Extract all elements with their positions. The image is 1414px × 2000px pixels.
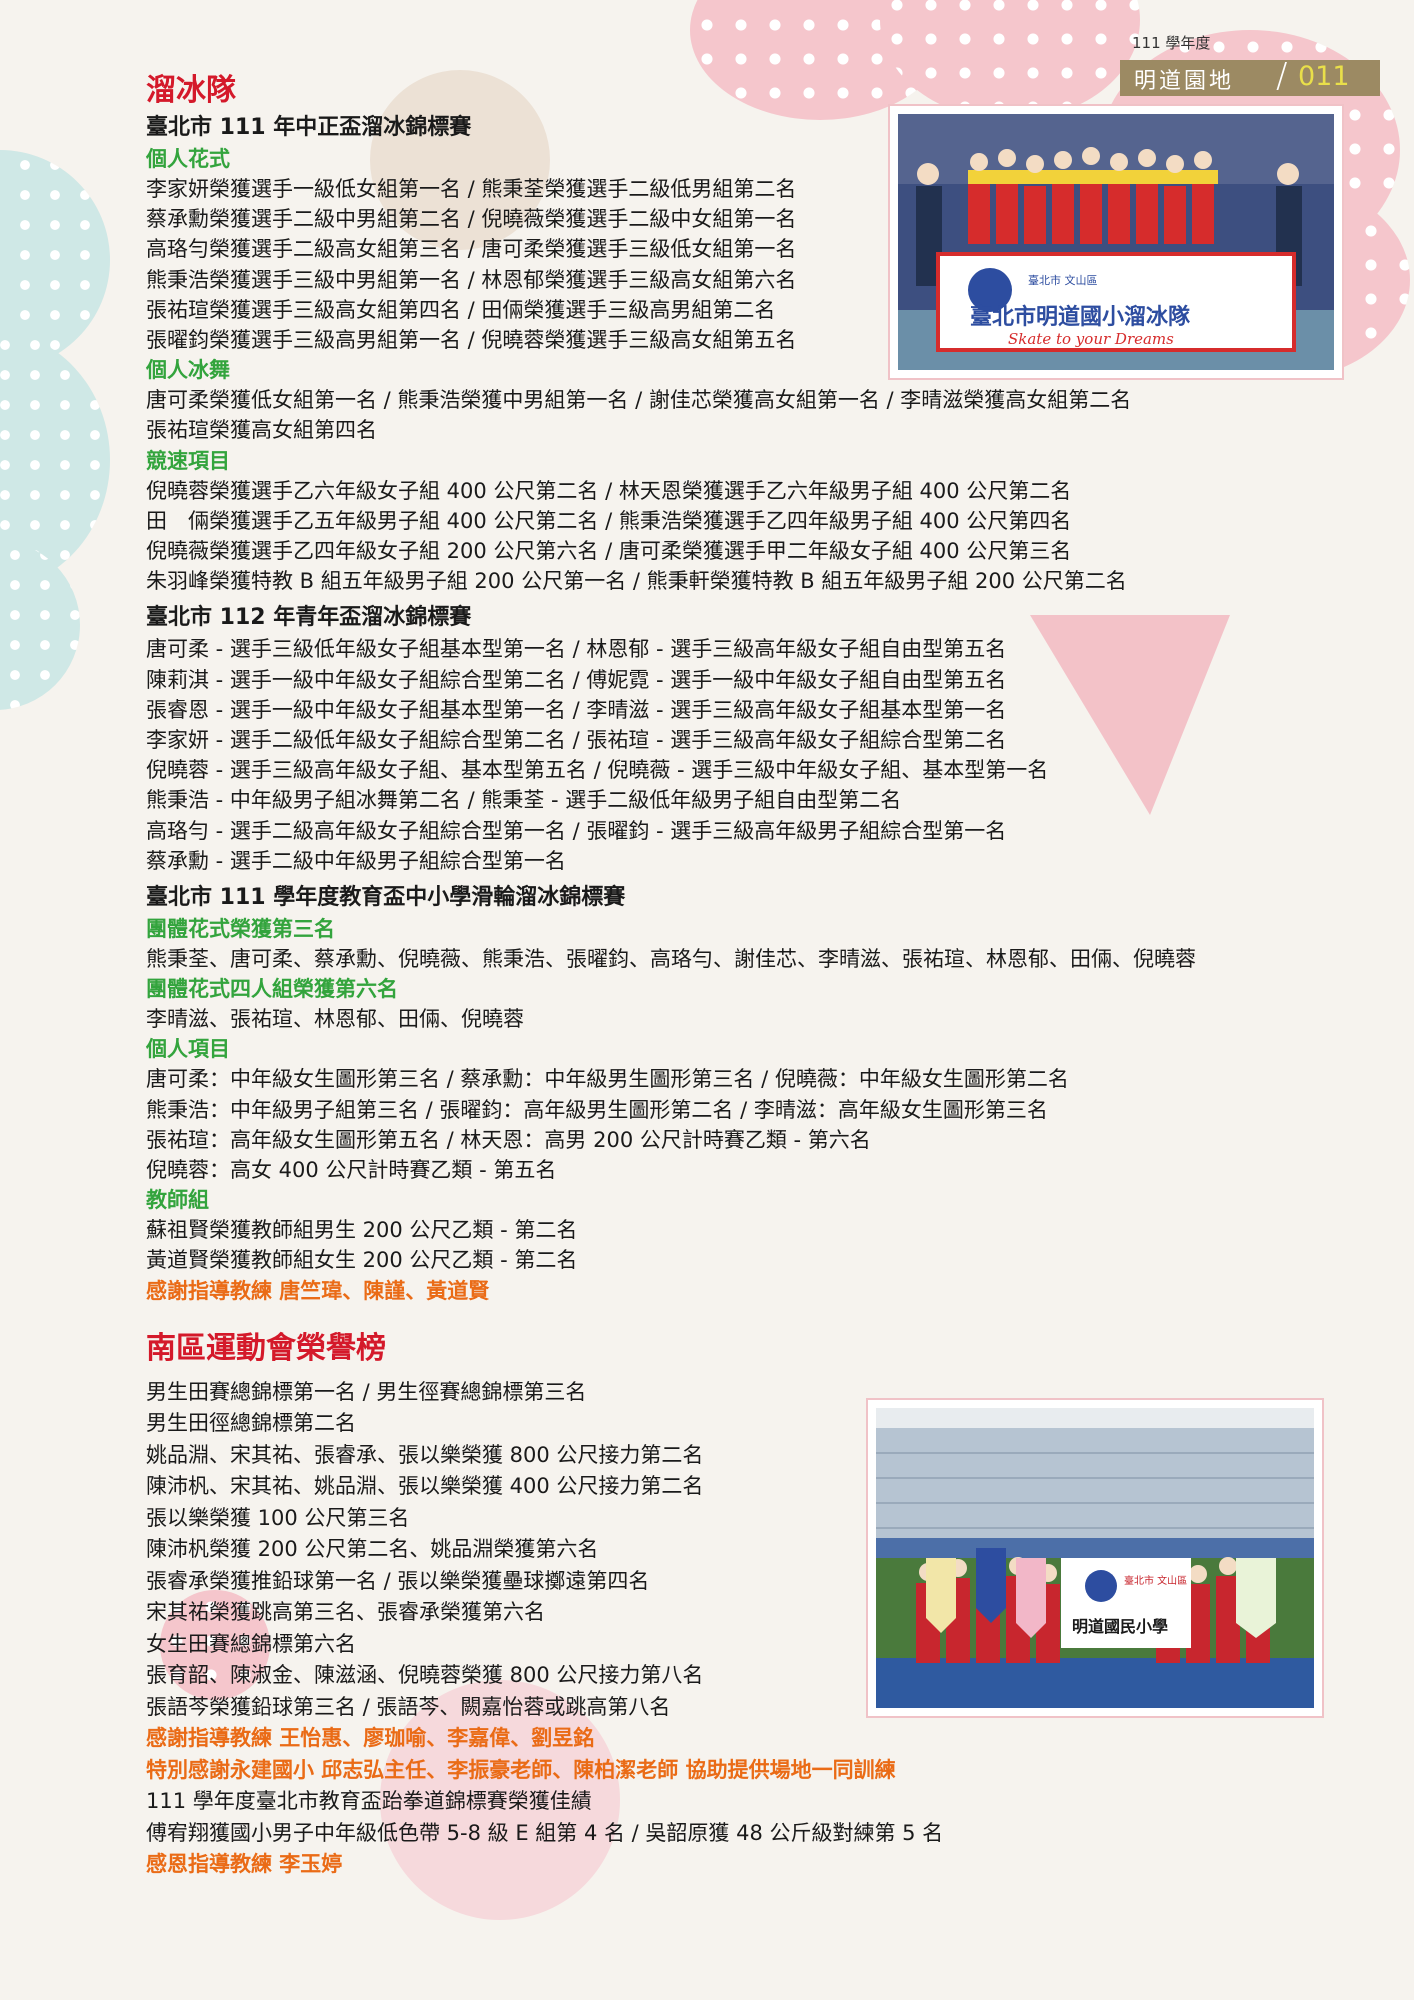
result-line: 蔡承勳榮獲選手二級中男組第二名 / 倪曉薇榮獲選手二級中女組第一名 bbox=[146, 207, 797, 232]
result-line: 倪曉蓉：高女 400 公尺計時賽乙類 - 第五名 bbox=[146, 1158, 557, 1183]
skating-team-photo: 臺北市 文山區 臺北市明道國小溜冰隊 Skate to your Dreams bbox=[890, 106, 1342, 378]
result-line: 張以樂榮獲 100 公尺第三名 bbox=[146, 1505, 410, 1530]
result-line: 111 學年度臺北市教育盃跆拳道錦標賽榮獲佳績 bbox=[146, 1789, 592, 1814]
result-line: 李家妍 - 選手二級低年級女子組綜合型第二名 / 張祐瑄 - 選手三級高年級女子… bbox=[146, 728, 1007, 753]
photo2-flag-text: 臺北市 文山區 bbox=[1124, 1574, 1187, 1587]
result-line: 倪曉蓉榮獲選手乙六年級女子組 400 公尺第二名 / 林天恩榮獲選手乙六年級男子… bbox=[146, 478, 1072, 503]
photo1-banner-sub: Skate to your Dreams bbox=[1008, 330, 1174, 348]
result-line: 張睿承榮獲推鉛球第一名 / 張以樂榮獲壘球擲遠第四名 bbox=[146, 1568, 650, 1593]
result-line: 宋其祐榮獲跳高第三名、張睿承榮獲第六名 bbox=[146, 1600, 545, 1625]
result-line: 陳沛杋、宋其祐、姚品淵、張以樂榮獲 400 公尺接力第二名 bbox=[146, 1474, 704, 1499]
event-title: 臺北市 111 年中正盃溜冰錦標賽 bbox=[146, 115, 472, 140]
group-label: 個人冰舞 bbox=[146, 358, 230, 383]
result-line: 陳沛杋榮獲 200 公尺第二名、姚品淵榮獲第六名 bbox=[146, 1537, 599, 1562]
thanks-line: 特別感謝永建國小 邱志弘主任、李振豪老師、陳柏潔老師 協助提供場地一同訓練 bbox=[146, 1757, 896, 1782]
result-line: 張祐瑄：高年級女生圖形第五名 / 林天恩：高男 200 公尺計時賽乙類 - 第六… bbox=[146, 1127, 871, 1152]
result-line: 男生田賽總錦標第一名 / 男生徑賽總錦標第三名 bbox=[146, 1379, 587, 1404]
thanks-line: 感謝指導教練 王怡惠、廖珈喻、李嘉偉、劉昱銘 bbox=[146, 1726, 595, 1751]
result-line: 張祐瑄榮獲選手三級高女組第四名 / 田倆榮獲選手三級高男組第二名 bbox=[146, 297, 776, 322]
result-line: 高珞勻 - 選手二級高年級女子組綜合型第一名 / 張曜鈞 - 選手三級高年級男子… bbox=[146, 818, 1007, 843]
photo1-banner-main: 臺北市明道國小溜冰隊 bbox=[970, 304, 1191, 330]
result-line: 傅宥翔獲國小男子中年級低色帶 5-8 級 E 組第 4 名 / 吳韶原獲 48 … bbox=[146, 1820, 944, 1845]
result-line: 張祐瑄榮獲高女組第四名 bbox=[146, 418, 377, 443]
photo2-banner: 明道國民小學 bbox=[1072, 1617, 1168, 1636]
event-block: 臺北市 112 年青年盃溜冰錦標賽唐可柔 - 選手三級低年級女子組基本型第一名 … bbox=[146, 602, 1346, 876]
result-line: 朱羽峰榮獲特教 B 組五年級男子組 200 公尺第一名 / 熊秉軒榮獲特教 B … bbox=[146, 569, 1127, 594]
result-line: 熊秉浩：中年級男子組第三名 / 張曜鈞：高年級男生圖形第二名 / 李晴滋：高年級… bbox=[146, 1097, 1048, 1122]
result-line: 唐可柔榮獲低女組第一名 / 熊秉浩榮獲中男組第一名 / 謝佳芯榮獲高女組第一名 … bbox=[146, 388, 1132, 413]
result-line: 田 倆榮獲選手乙五年級男子組 400 公尺第二名 / 熊秉浩榮獲選手乙四年級男子… bbox=[146, 508, 1072, 533]
result-line: 唐可柔：中年級女生圖形第三名 / 蔡承勳：中年級男生圖形第三名 / 倪曉薇：中年… bbox=[146, 1067, 1069, 1092]
thanks-line: 感恩指導教練 李玉婷 bbox=[146, 1852, 343, 1877]
group-label: 競速項目 bbox=[146, 448, 230, 473]
result-line: 李家妍榮獲選手一級低女組第一名 / 熊秉荃榮獲選手二級低男組第二名 bbox=[146, 177, 797, 201]
event-title: 臺北市 112 年青年盃溜冰錦標賽 bbox=[146, 605, 472, 631]
header-name: 明道園地 bbox=[1134, 69, 1235, 94]
group-label: 團體花式榮獲第三名 bbox=[146, 917, 335, 942]
event-block: 臺北市 111 學年度教育盃中小學滑輪溜冰錦標賽 團體花式榮獲第三名熊秉荃、唐可柔… bbox=[146, 882, 1346, 1276]
result-line: 張育韶、陳淑金、陳滋涵、倪曉蓉榮獲 800 公尺接力第八名 bbox=[146, 1663, 704, 1688]
page-number: 011 bbox=[1298, 61, 1350, 92]
section-title: 溜冰隊 bbox=[146, 73, 236, 108]
photo1-flag-text: 臺北市 文山區 bbox=[1028, 273, 1098, 287]
group-label: 個人花式 bbox=[146, 147, 230, 171]
event-title: 臺北市 111 學年度教育盃中小學滑輪溜冰錦標賽 bbox=[146, 885, 626, 911]
thanks-line: 感謝指導教練 唐竺瑋、陳謹、黃道賢 bbox=[146, 1278, 490, 1303]
result-line: 張語芩榮獲鉛球第三名 / 張語芩、闕嘉怡蓉或跳高第八名 bbox=[146, 1694, 671, 1719]
result-line: 姚品淵、宋其祐、張睿承、張以樂榮獲 800 公尺接力第二名 bbox=[146, 1442, 704, 1467]
result-line: 張睿恩 - 選手一級中年級女子組基本型第一名 / 李晴滋 - 選手三級高年級女子… bbox=[146, 697, 1007, 722]
result-line: 高珞勻榮獲選手二級高女組第三名 / 唐可柔榮獲選手三級低女組第一名 bbox=[146, 237, 797, 262]
result-line: 熊秉荃、唐可柔、蔡承勳、倪曉薇、熊秉浩、張曜鈞、高珞勻、謝佳芯、李晴滋、張祐瑄、… bbox=[146, 947, 1196, 972]
decor-teal-dots bbox=[0, 540, 80, 710]
result-line: 男生田徑總錦標第二名 bbox=[146, 1411, 356, 1436]
group-label: 教師組 bbox=[146, 1188, 209, 1213]
skating-events: 臺北市 111 年中正盃溜冰錦標賽 個人花式李家妍榮獲選手一級低女組第一名 / 熊… bbox=[146, 112, 1346, 1276]
decor-pink-dots bbox=[160, 1590, 270, 1700]
page-header: 111 學年度 明道園地 / 011 bbox=[1120, 30, 1390, 100]
header-band bbox=[1120, 60, 1380, 96]
result-line: 唐可柔 - 選手三級低年級女子組基本型第一名 / 林恩郁 - 選手三級高年級女子… bbox=[146, 637, 1007, 662]
result-line: 倪曉薇榮獲選手乙四年級女子組 200 公尺第六名 / 唐可柔榮獲選手甲二年級女子… bbox=[146, 539, 1072, 564]
event-block: 臺北市 111 年中正盃溜冰錦標賽 個人花式李家妍榮獲選手一級低女組第一名 / 熊… bbox=[146, 112, 1346, 596]
header-divider: / bbox=[1276, 56, 1288, 96]
south-sports-photo: 臺北市 文山區 明道國民小學 bbox=[868, 1400, 1322, 1716]
result-line: 李晴滋、張祐瑄、林恩郁、田倆、倪曉蓉 bbox=[146, 1007, 524, 1032]
page-content: 溜冰隊 臺北市 111 年中正盃溜冰錦標賽 個人花式李家妍榮獲選手一級低女組第一名… bbox=[146, 70, 1346, 1881]
group-label: 個人項目 bbox=[146, 1037, 230, 1062]
result-line: 張曜鈞榮獲選手三級高男組第一名 / 倪曉蓉榮獲選手三級高女組第五名 bbox=[146, 328, 797, 353]
result-line: 蔡承勳 - 選手二級中年級男子組綜合型第一名 bbox=[146, 848, 566, 873]
group-label: 團體花式四人組榮獲第六名 bbox=[146, 977, 398, 1002]
south-blocks: 男生田賽總錦標第一名 / 男生徑賽總錦標第三名 男生田徑總錦標第二名姚品淵、宋其祐… bbox=[146, 1377, 1346, 1881]
decor-circle bbox=[370, 70, 550, 250]
result-line: 蘇祖賢榮獲教師組男生 200 公尺乙類 - 第二名 bbox=[146, 1218, 578, 1243]
section-title: 南區運動會榮譽榜 bbox=[146, 1330, 386, 1366]
result-line: 女生田賽總錦標第六名 bbox=[146, 1631, 356, 1656]
decor-circle bbox=[380, 1680, 620, 1920]
result-line: 熊秉浩榮獲選手三級中男組第一名 / 林恩郁榮獲選手三級高女組第六名 bbox=[146, 267, 797, 292]
header-year: 111 學年度 bbox=[1132, 34, 1211, 52]
result-line: 陳莉淇 - 選手一級中年級女子組綜合型第二名 / 傅妮霓 - 選手一級中年級女子… bbox=[146, 667, 1007, 692]
result-line: 黃道賢榮獲教師組女生 200 公尺乙類 - 第二名 bbox=[146, 1248, 578, 1273]
result-line: 熊秉浩 - 中年級男子組冰舞第二名 / 熊秉荃 - 選手二級低年級男子組自由型第… bbox=[146, 788, 902, 813]
result-line: 倪曉蓉 - 選手三級高年級女子組、基本型第五名 / 倪曉薇 - 選手三級中年級女… bbox=[146, 758, 1049, 783]
